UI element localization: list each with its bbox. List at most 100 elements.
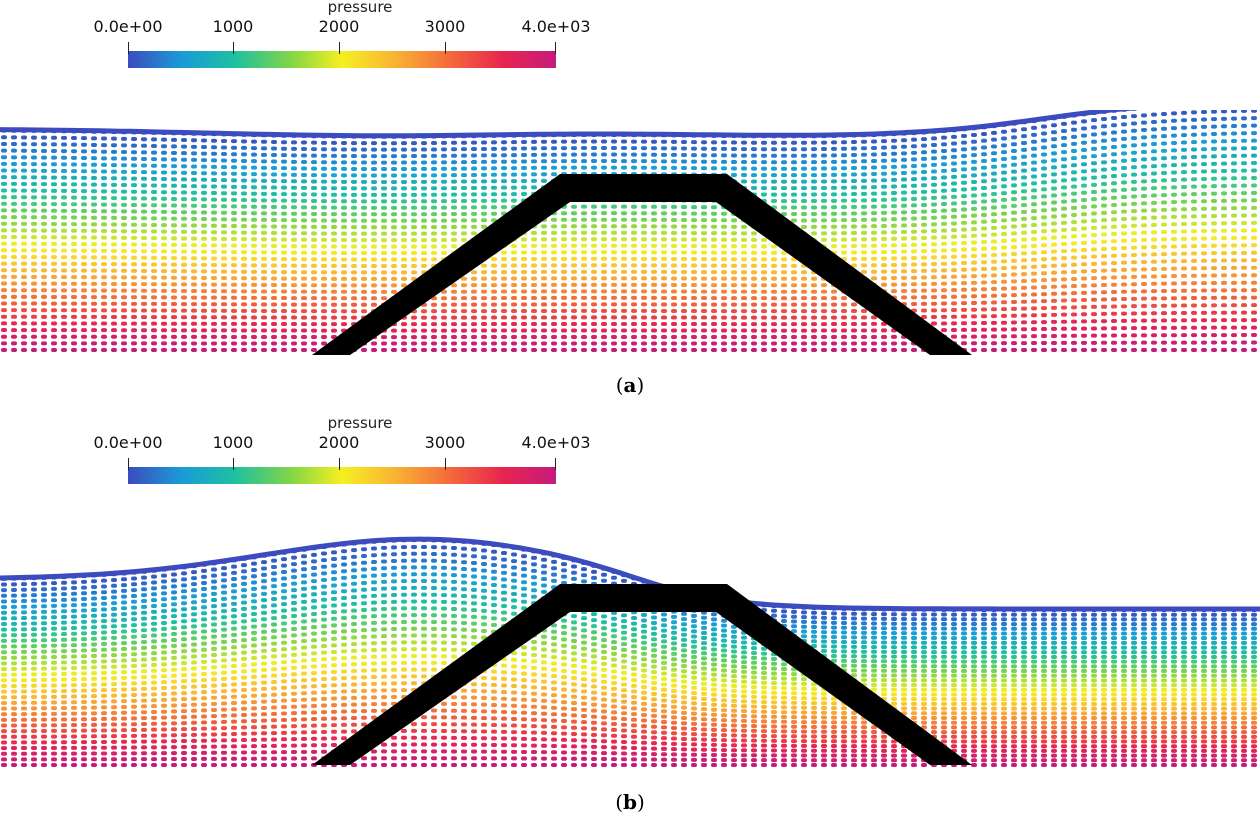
fluid-particle	[21, 582, 27, 587]
fluid-particle	[601, 308, 607, 313]
fluid-particle	[1131, 187, 1137, 192]
fluid-particle	[491, 153, 497, 158]
fluid-particle	[761, 244, 767, 249]
fluid-particle	[161, 609, 167, 614]
fluid-particle	[121, 652, 127, 657]
fluid-particle	[831, 296, 837, 301]
fluid-particle	[1001, 218, 1007, 223]
fluid-particle	[91, 242, 97, 247]
fluid-particle	[1071, 241, 1077, 246]
fluid-particle	[481, 296, 487, 301]
fluid-particle	[571, 321, 577, 326]
fluid-particle	[1121, 333, 1127, 338]
fluid-particle	[281, 263, 287, 268]
fluid-particle	[761, 328, 767, 333]
fluid-particle	[631, 348, 637, 352]
fluid-particle	[431, 179, 437, 184]
fluid-particle	[171, 282, 177, 287]
fluid-particle	[191, 302, 197, 307]
fluid-particle	[711, 205, 717, 210]
fluid-particle	[771, 302, 777, 307]
fluid-particle	[221, 263, 227, 268]
fluid-particle	[1241, 243, 1247, 248]
fluid-particle	[1231, 191, 1237, 196]
fluid-particle	[131, 593, 137, 598]
fluid-particle	[791, 192, 797, 197]
fluid-particle	[641, 276, 647, 281]
fluid-particle	[1211, 325, 1217, 330]
fluid-particle	[351, 289, 357, 294]
fluid-particle	[731, 257, 737, 262]
fluid-particle	[841, 224, 847, 229]
fluid-particle	[751, 237, 757, 242]
fluid-particle	[11, 195, 17, 200]
fluid-particle	[281, 328, 287, 333]
fluid-particle	[11, 599, 17, 604]
fluid-particle	[1111, 174, 1117, 179]
fluid-particle	[41, 672, 47, 677]
fluid-particle	[1181, 281, 1187, 286]
fluid-particle	[1031, 167, 1037, 172]
fluid-particle	[861, 269, 867, 274]
fluid-particle	[1001, 300, 1007, 305]
fluid-particle	[821, 192, 827, 197]
fluid-particle	[391, 147, 397, 152]
fluid-particle	[521, 146, 527, 151]
fluid-particle	[151, 137, 157, 142]
fluid-particle	[681, 224, 687, 229]
fluid-particle	[1011, 142, 1017, 147]
fluid-particle	[1161, 126, 1167, 131]
fluid-particle	[461, 296, 467, 301]
fluid-particle	[771, 315, 777, 320]
fluid-particle	[61, 660, 67, 665]
fluid-particle	[481, 289, 487, 294]
fluid-particle	[291, 257, 297, 262]
fluid-particle	[101, 182, 107, 187]
fluid-particle	[71, 189, 77, 194]
fluid-particle	[101, 647, 107, 652]
fluid-particle	[631, 295, 637, 300]
fluid-particle	[911, 170, 917, 175]
fluid-particle	[1141, 120, 1147, 125]
fluid-particle	[431, 199, 437, 204]
fluid-particle	[611, 282, 617, 287]
fluid-particle	[931, 209, 937, 214]
fluid-particle	[31, 763, 37, 767]
fluid-particle	[131, 189, 137, 194]
fluid-particle	[1021, 189, 1027, 194]
fluid-particle	[1161, 178, 1167, 183]
fluid-particle	[631, 308, 637, 313]
fluid-particle	[931, 235, 937, 240]
fluid-particle	[1061, 270, 1067, 275]
fluid-particle	[701, 159, 707, 164]
fluid-particle	[41, 341, 47, 346]
fluid-particle	[901, 236, 907, 241]
fluid-particle	[231, 295, 237, 300]
fluid-particle	[941, 162, 947, 167]
fluid-particle	[1251, 333, 1257, 338]
fluid-particle	[1021, 175, 1027, 180]
fluid-particle	[471, 185, 477, 190]
fluid-particle	[181, 315, 187, 320]
fluid-particle	[1171, 303, 1177, 308]
fluid-particle	[111, 176, 117, 181]
fluid-particle	[41, 215, 47, 220]
fluid-particle	[111, 314, 117, 319]
fluid-particle	[1051, 298, 1057, 303]
fluid-particle	[1, 341, 7, 346]
fluid-particle	[911, 150, 917, 155]
fluid-particle	[41, 334, 47, 339]
fluid-particle	[301, 322, 307, 327]
fluid-particle	[621, 217, 627, 222]
fluid-particle	[61, 228, 67, 233]
fluid-particle	[261, 282, 267, 287]
fluid-particle	[131, 209, 137, 214]
fluid-particle	[121, 143, 127, 148]
fluid-particle	[921, 315, 927, 320]
fluid-particle	[881, 237, 887, 242]
fluid-particle	[811, 315, 817, 320]
fluid-particle	[981, 185, 987, 190]
fluid-particle	[1201, 333, 1207, 338]
fluid-particle	[1, 622, 7, 626]
fluid-particle	[571, 146, 577, 151]
